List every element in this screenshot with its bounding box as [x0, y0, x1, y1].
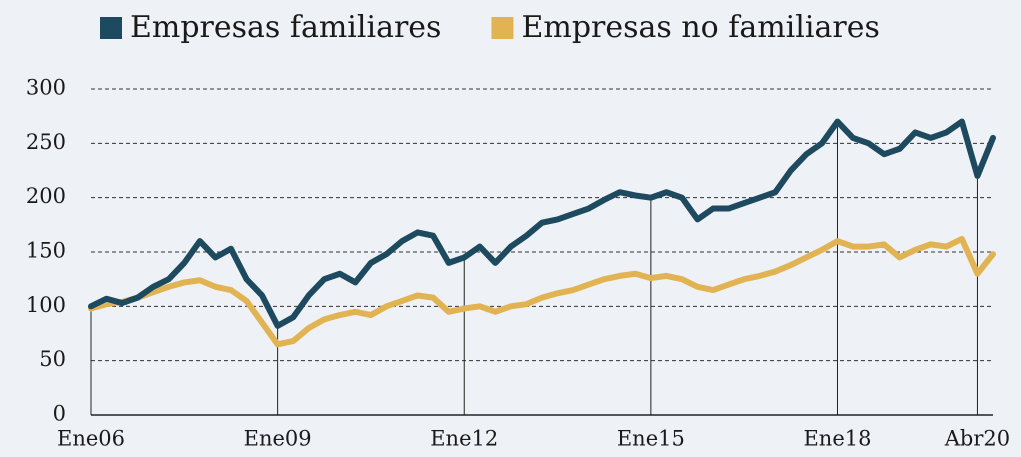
y-tick-label: 250 [26, 130, 66, 154]
x-tick-label: Ene18 [803, 427, 871, 451]
y-tick-label: 200 [26, 184, 66, 208]
series-line [88, 118, 996, 329]
legend-label: Empresas familiares [130, 10, 441, 45]
legend-swatch [100, 17, 122, 39]
x-tick-label: Ene12 [430, 427, 498, 451]
y-tick-label: 100 [26, 293, 66, 317]
series-line [88, 235, 996, 348]
x-tick-label: Ene06 [57, 427, 125, 451]
y-tick-label: 50 [39, 347, 66, 371]
y-tick-label: 150 [26, 239, 66, 263]
legend-swatch [491, 17, 514, 39]
x-tick-label: Ene09 [244, 427, 312, 451]
legend-label: Empresas no familiares [521, 10, 879, 45]
y-tick-label: 0 [53, 402, 66, 426]
x-tick-label: Abr20 [944, 427, 1010, 451]
x-tick-label: Ene15 [617, 427, 685, 451]
y-tick-label: 300 [26, 76, 66, 100]
